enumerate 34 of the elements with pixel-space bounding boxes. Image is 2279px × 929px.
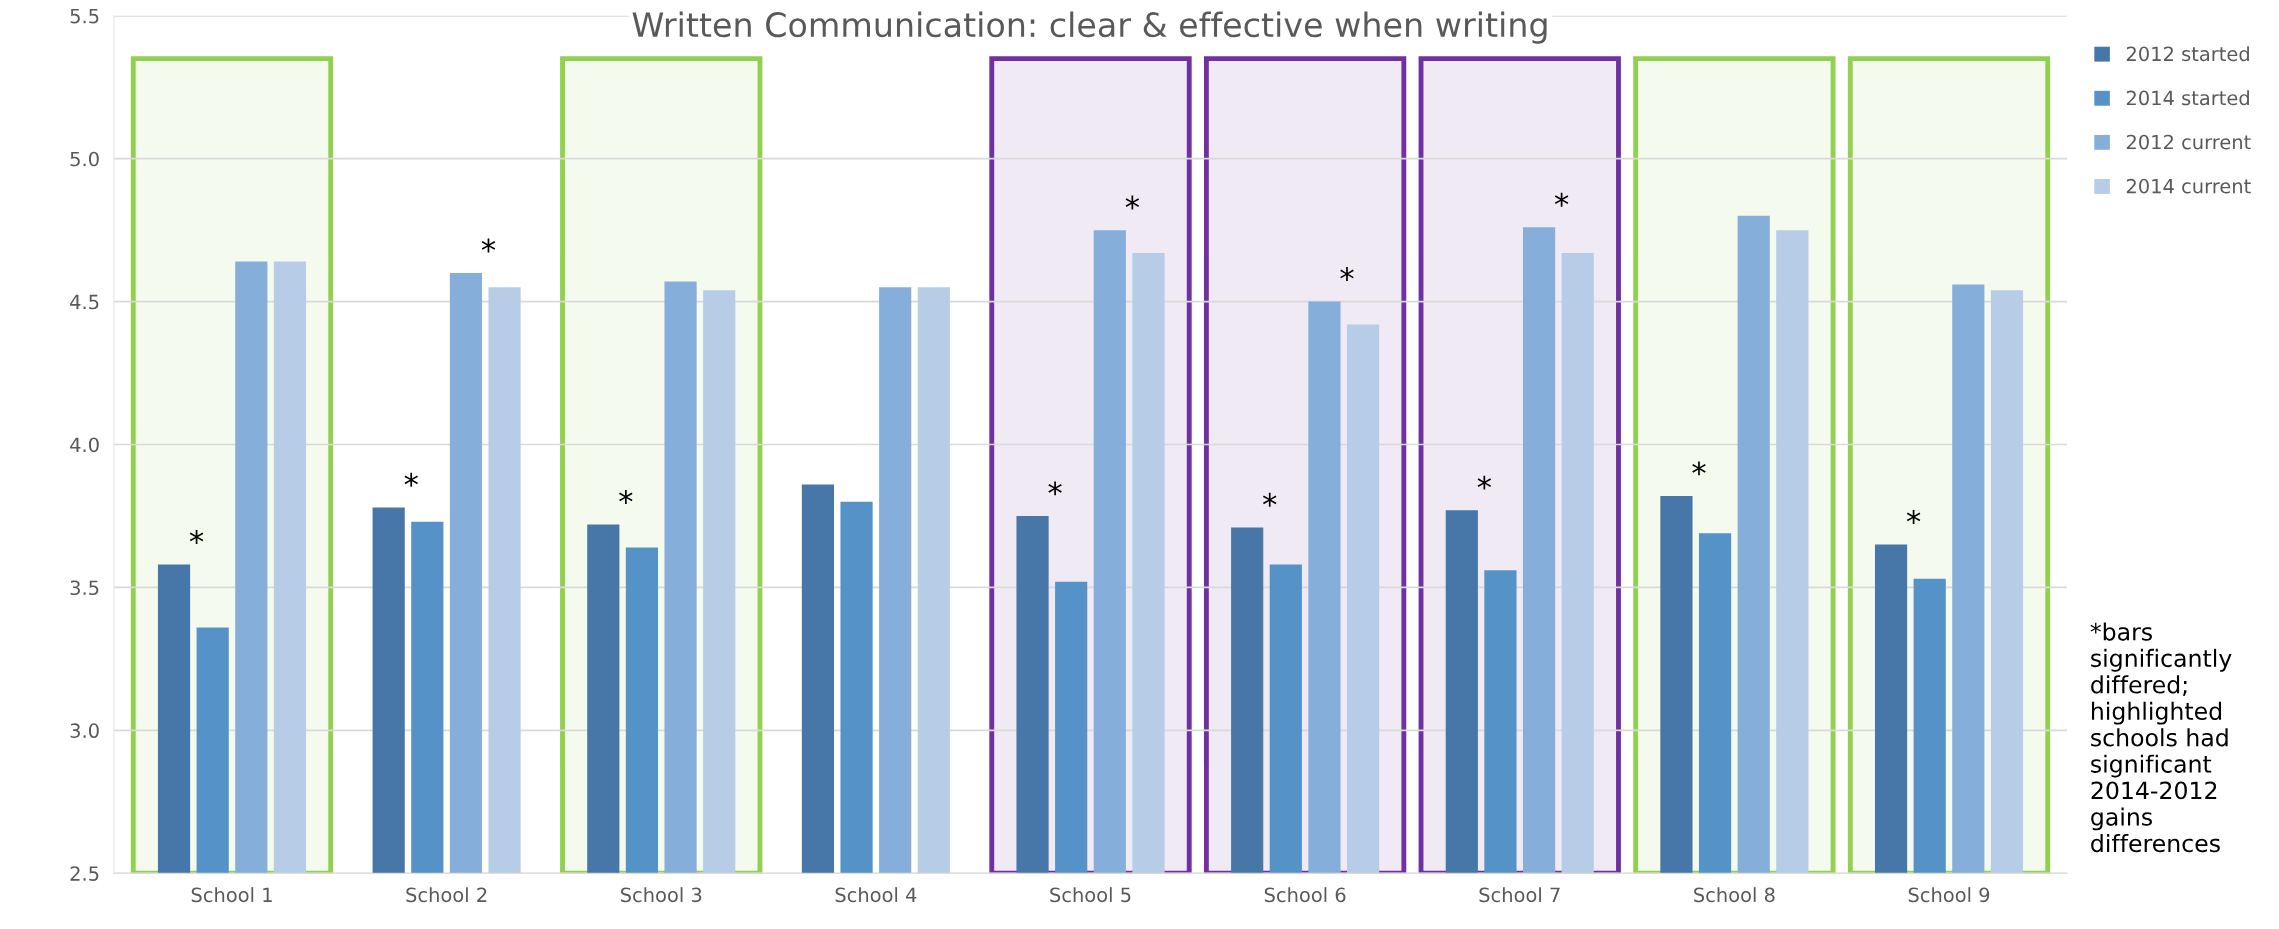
y-tick-label: 3.5 [70,580,99,596]
annotation: * [1262,492,1277,507]
x-tick-label: School 7 [1479,887,1560,903]
annotation: * [1477,475,1492,490]
annotation: * [481,238,496,253]
legend-label: 2014 current [2126,178,2251,194]
x-tick-label: School 9 [1908,887,1990,903]
annotation: * [1048,481,1062,496]
annotation: * [1340,267,1354,281]
y-tick-label: 4.5 [70,294,99,310]
annotation: * [1125,195,1140,210]
x-tick-label: School 1 [191,887,272,903]
x-tick-label: School 5 [1050,887,1131,903]
annotation: * [1554,192,1569,207]
annotation: * [619,489,633,504]
x-tick-label: School 3 [620,887,702,903]
x-tick-label: School 4 [835,887,917,903]
legend-label: 2014 started [2126,90,2249,106]
annotation: * [404,472,418,487]
y-tick-label: 3.0 [70,723,99,739]
chart-title: Written Communication: clear & effective when writing [632,11,1547,44]
x-tick-label: School 6 [1264,887,1346,903]
text: *bars significantly differed; highlighted schools had significant 2014-2012 gains differences [2090,622,2232,853]
legend-label: 2012 current [2126,134,2251,150]
x-tick-label: School 8 [1694,887,1775,903]
annotation: * [189,529,204,544]
y-tick-label: 5.0 [70,151,99,167]
x-tick-label: School 2 [406,887,487,903]
y-tick-label: 4.0 [70,437,99,453]
annotation: * [1692,461,1706,476]
annotation: * [1906,509,1921,524]
y-tick-label: 2.5 [70,866,99,881]
y-tick-label: 5.5 [70,9,99,24]
legend-label: 2012 started [2126,46,2249,62]
